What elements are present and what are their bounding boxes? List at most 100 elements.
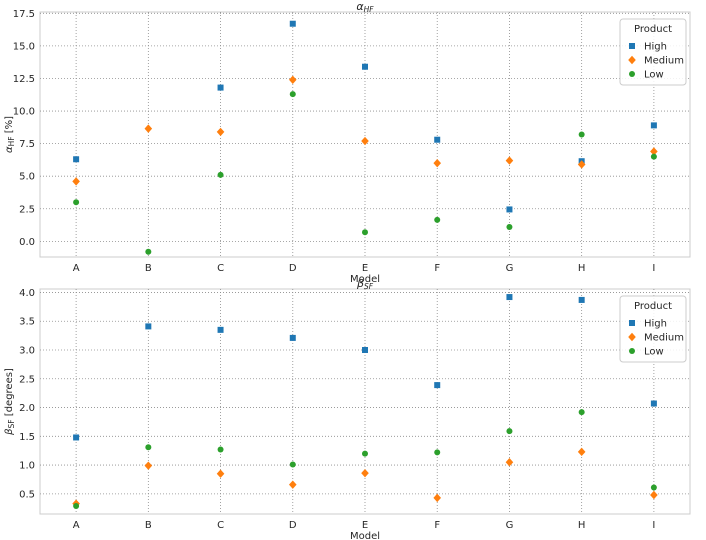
data-point <box>650 153 657 160</box>
data-point <box>577 160 586 169</box>
y-axis-label: αHF [%] <box>4 116 16 153</box>
y-axis-label: βSF [degrees] <box>4 368 16 436</box>
data-point <box>505 458 514 467</box>
legend-marker-low <box>629 71 635 77</box>
y-tick-label: 1.0 <box>19 461 35 472</box>
data-point <box>434 449 441 456</box>
data-point <box>650 490 658 500</box>
y-tick-label: 2.0 <box>19 403 35 414</box>
x-tick-label: I <box>652 263 655 274</box>
legend-marker-low <box>629 348 635 354</box>
y-tick-label: 0.5 <box>19 489 35 500</box>
y-label-subscript: SF <box>7 419 16 428</box>
data-point <box>505 156 514 165</box>
series-medium <box>72 447 658 508</box>
legend-label: Low <box>644 347 664 358</box>
legend-marker-high <box>629 43 635 49</box>
y-tick-label: 1.5 <box>19 432 35 443</box>
legend-box <box>619 18 687 86</box>
title-subscript: SF <box>364 282 374 291</box>
data-point <box>578 131 585 138</box>
x-tick-label: F <box>434 520 440 531</box>
y-tick-label: 7.5 <box>19 139 35 150</box>
x-tick-label: E <box>362 263 368 274</box>
data-point <box>434 136 441 143</box>
series-medium <box>72 75 658 186</box>
x-tick-label: H <box>578 520 586 531</box>
y-tick-label: 2.5 <box>19 204 35 215</box>
data-point <box>216 469 225 478</box>
data-point <box>145 248 152 255</box>
x-tick-label: A <box>73 520 80 531</box>
chart-panel-1: A B C D E F G H I0.02.55.07.510.012.515.017.5αHF… <box>4 0 691 285</box>
x-tick-label: D <box>289 520 297 531</box>
legend-label: Medium <box>644 333 684 344</box>
y-tick-label: 5.0 <box>19 172 35 183</box>
legend-label: High <box>644 42 667 53</box>
legend-box <box>619 295 687 363</box>
data-point <box>73 502 80 509</box>
series-low <box>73 91 657 255</box>
title-symbol: α <box>356 0 364 13</box>
legend-title: Product <box>634 301 672 312</box>
data-point <box>650 484 657 491</box>
x-tick-label: I <box>652 520 655 531</box>
data-point <box>289 461 296 468</box>
data-point <box>361 468 369 478</box>
data-point <box>73 199 80 206</box>
chart-title: αHF <box>356 0 374 14</box>
chart-panel-2: A B C D E F G H I0.51.01.52.02.53.03.54.0βSFMode… <box>4 277 691 540</box>
data-point <box>217 326 224 333</box>
series-low <box>73 409 657 509</box>
data-point <box>361 136 369 146</box>
x-tick-label: B <box>145 263 152 274</box>
data-point <box>362 63 368 70</box>
x-tick-label: A <box>73 263 80 274</box>
data-point <box>288 75 297 84</box>
data-point <box>577 447 586 457</box>
data-point <box>217 84 224 91</box>
data-point <box>217 446 224 453</box>
data-point <box>72 177 80 186</box>
data-point <box>506 294 513 301</box>
legend-marker-medium <box>628 332 636 342</box>
data-point <box>73 434 80 441</box>
x-axis-label: Model <box>350 274 380 285</box>
data-point <box>289 20 296 27</box>
data-point <box>217 171 224 178</box>
data-point <box>362 346 368 353</box>
y-label-unit: [%] <box>4 116 15 137</box>
y-label-unit: [degrees] <box>4 368 15 419</box>
y-label-subscript: HF <box>7 136 16 146</box>
data-point <box>433 158 442 168</box>
data-point <box>144 461 153 470</box>
legend-title: Product <box>634 24 672 35</box>
series-high <box>73 294 657 441</box>
data-point <box>362 450 368 457</box>
y-tick-label: 2.5 <box>19 374 35 385</box>
y-tick-label: 17.5 <box>13 9 35 20</box>
x-tick-label: G <box>506 263 514 274</box>
x-tick-label: F <box>434 263 440 274</box>
x-tick-label: D <box>289 263 297 274</box>
x-tick-label: H <box>578 263 586 274</box>
x-tick-label: G <box>506 520 514 531</box>
data-point <box>434 216 441 223</box>
x-tick-label: C <box>217 520 224 531</box>
data-point <box>73 156 80 163</box>
data-point <box>362 229 368 236</box>
y-tick-label: 15.0 <box>13 41 35 52</box>
data-point <box>289 91 296 98</box>
y-tick-label: 4.0 <box>19 288 35 299</box>
legend: Product High Medium Low <box>619 18 687 86</box>
title-subscript: HF <box>364 5 375 14</box>
legend-marker-medium <box>628 55 636 65</box>
y-tick-label: 3.0 <box>19 345 35 356</box>
data-point <box>144 124 153 133</box>
data-point <box>145 323 152 330</box>
y-tick-label: 0.0 <box>19 237 35 248</box>
data-point <box>578 409 585 416</box>
data-point <box>145 444 152 451</box>
legend: Product High Medium Low <box>619 295 687 363</box>
